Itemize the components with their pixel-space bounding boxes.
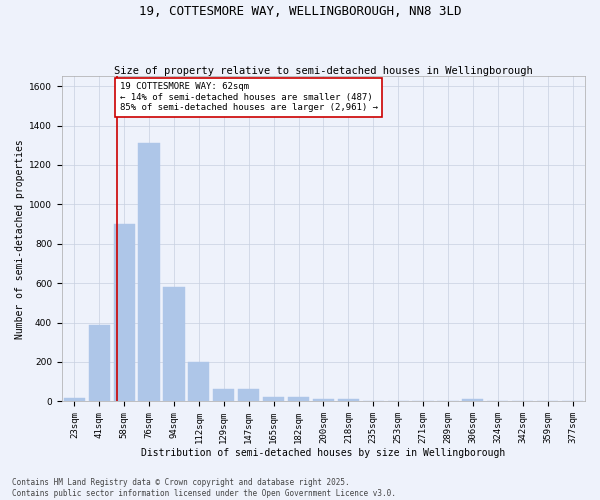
Bar bbox=[188, 362, 209, 402]
Text: Contains HM Land Registry data © Crown copyright and database right 2025.
Contai: Contains HM Land Registry data © Crown c… bbox=[12, 478, 396, 498]
Bar bbox=[213, 388, 235, 402]
Bar bbox=[288, 397, 309, 402]
Bar bbox=[139, 144, 160, 402]
Bar bbox=[113, 224, 135, 402]
Text: 19, COTTESMORE WAY, WELLINGBOROUGH, NN8 3LD: 19, COTTESMORE WAY, WELLINGBOROUGH, NN8 … bbox=[139, 5, 461, 18]
Bar bbox=[238, 388, 259, 402]
Bar bbox=[263, 397, 284, 402]
Bar bbox=[313, 400, 334, 402]
Bar bbox=[463, 400, 484, 402]
Bar bbox=[338, 400, 359, 402]
Bar bbox=[163, 287, 185, 402]
Bar bbox=[89, 324, 110, 402]
Bar bbox=[64, 398, 85, 402]
X-axis label: Distribution of semi-detached houses by size in Wellingborough: Distribution of semi-detached houses by … bbox=[142, 448, 506, 458]
Text: 19 COTTESMORE WAY: 62sqm
← 14% of semi-detached houses are smaller (487)
85% of : 19 COTTESMORE WAY: 62sqm ← 14% of semi-d… bbox=[119, 82, 377, 112]
Title: Size of property relative to semi-detached houses in Wellingborough: Size of property relative to semi-detach… bbox=[114, 66, 533, 76]
Y-axis label: Number of semi-detached properties: Number of semi-detached properties bbox=[15, 139, 25, 338]
